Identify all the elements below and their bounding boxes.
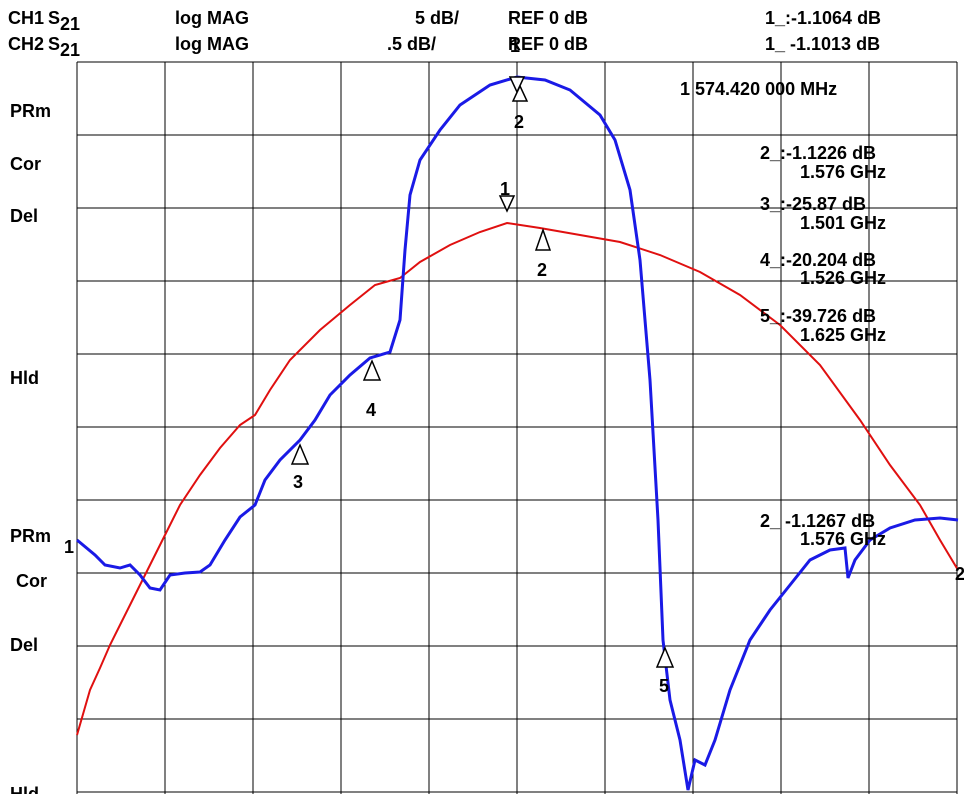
side-label: Del [10, 206, 38, 226]
ch2-label: CH2 [8, 34, 44, 54]
side-label: Del [10, 635, 38, 655]
ch1-marker: 1_:-1.1064 dB [765, 8, 881, 28]
param: S [48, 34, 60, 54]
ch2-scale: .5 dB/ [387, 34, 436, 54]
side-label: Hld [10, 368, 39, 388]
ch1-format: log MAG [175, 8, 249, 28]
marker-number: 3 [293, 472, 303, 492]
readout-value: 5_:-39.726 dB [760, 306, 876, 326]
marker-number: 1 [500, 179, 510, 199]
ch1-scale: 5 dB/ [415, 8, 459, 28]
readout-freq: 1.625 GHz [800, 325, 886, 345]
ch2-ref: REF 0 dB [508, 34, 588, 54]
readout-freq: 1.576 GHz [800, 162, 886, 182]
ch2-readout-freq: 1.576 GHz [800, 529, 886, 549]
marker-number: 2 [514, 112, 524, 132]
side-label: Cor [16, 571, 47, 591]
marker-number: 1 [510, 36, 520, 56]
marker-number: 4 [366, 400, 376, 420]
ch2-readout-value: 2_ -1.1267 dB [760, 511, 875, 531]
ch2-trace [76, 75, 959, 791]
readout-freq: 1.526 GHz [800, 268, 886, 288]
ch2-format: log MAG [175, 34, 249, 54]
readout-value: 2_:-1.1226 dB [760, 143, 876, 163]
side-label: Hld [10, 784, 39, 794]
readout-value: 4_:-20.204 dB [760, 250, 876, 270]
param-sub: 21 [60, 14, 80, 34]
ch2-marker: 1_ -1.1013 dB [765, 34, 880, 54]
readout-freq: 1.501 GHz [800, 213, 886, 233]
ref-marker: 2 [955, 564, 964, 584]
side-label: PRm [10, 526, 51, 546]
ref-marker: 1 [64, 537, 74, 557]
ch1-trace [76, 221, 959, 736]
marker-frequency: 1 574.420 000 MHz [680, 79, 837, 99]
marker-number: 5 [659, 676, 669, 696]
side-label: PRm [10, 101, 51, 121]
param: S [48, 8, 60, 28]
ch1-param: S21 [48, 8, 80, 34]
grid [76, 61, 958, 794]
ch2-param: S21 [48, 34, 80, 60]
marker-triangles [290, 76, 675, 668]
readout-value: 3_:-25.87 dB [760, 194, 866, 214]
marker-number: 2 [537, 260, 547, 280]
ch1-label: CH1 [8, 8, 44, 28]
param-sub: 21 [60, 40, 80, 60]
side-label: Cor [10, 154, 41, 174]
ch1-ref: REF 0 dB [508, 8, 588, 28]
